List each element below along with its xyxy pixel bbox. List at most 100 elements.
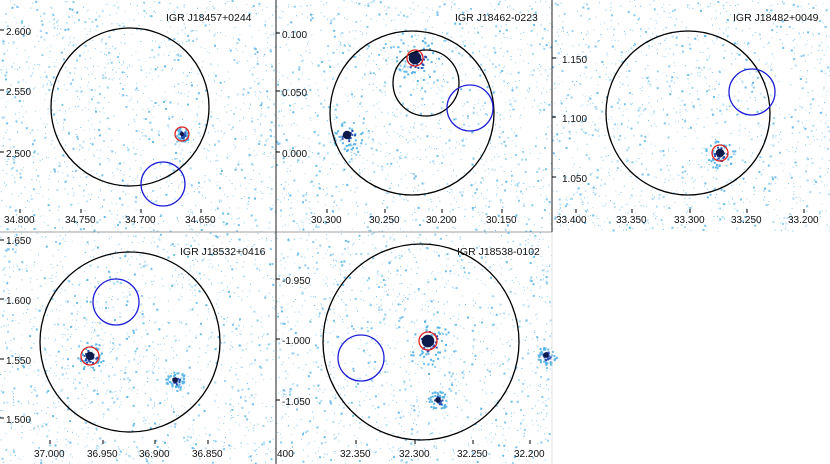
noise-speck [258,12,259,14]
noise-speck [494,156,496,158]
noise-speck [283,133,285,135]
noise-speck [821,139,823,141]
noise-speck [499,114,502,116]
noise-speck [601,60,604,63]
noise-speck [248,183,250,185]
noise-speck [6,228,9,231]
noise-speck [605,9,607,11]
noise-speck [36,412,39,415]
noise-speck [645,55,647,57]
noise-speck [277,199,279,201]
noise-speck [168,426,170,428]
noise-speck [723,188,725,190]
noise-speck [371,52,372,54]
noise-speck [668,53,670,55]
noise-speck [57,350,60,353]
noise-speck [271,25,273,27]
noise-speck [251,36,253,38]
noise-speck [98,379,100,381]
source-halo-speck [421,63,424,66]
noise-speck [250,154,252,156]
noise-speck [455,47,457,49]
noise-speck [560,100,562,102]
noise-speck [311,61,313,63]
noise-speck [519,54,521,56]
noise-speck [483,179,484,181]
noise-speck [237,207,239,209]
noise-speck [600,34,602,35]
noise-speck [658,193,661,196]
noise-speck [154,217,156,219]
noise-speck [292,220,295,223]
noise-speck [686,212,687,214]
noise-speck [621,166,623,167]
noise-speck [355,188,357,189]
noise-speck [773,160,775,161]
noise-speck [684,198,686,199]
noise-speck [47,110,49,112]
noise-speck [175,54,177,56]
noise-speck [366,226,369,229]
noise-speck [350,170,352,172]
noise-speck [458,52,460,55]
noise-speck [740,130,742,132]
noise-speck [662,228,664,230]
noise-speck [84,159,86,161]
noise-speck [613,202,615,204]
noise-speck [290,21,293,24]
noise-speck [383,58,385,60]
noise-speck [256,224,259,227]
noise-speck [171,389,173,391]
noise-speck [178,166,180,168]
noise-speck [95,78,97,79]
noise-speck [98,134,101,137]
noise-speck [27,200,28,202]
noise-speck [108,410,110,412]
noise-speck [108,159,110,161]
noise-speck [473,170,475,172]
fov-circle [329,30,495,196]
noise-speck [637,107,639,109]
noise-speck [736,52,738,54]
noise-speck [83,7,85,8]
noise-speck [548,103,551,106]
noise-speck [679,104,681,106]
noise-speck [262,9,263,11]
noise-speck [712,40,713,42]
noise-speck [67,273,69,275]
noise-speck [58,220,60,222]
noise-speck [722,4,725,7]
noise-speck [267,37,269,39]
noise-speck [599,117,601,119]
noise-speck [398,165,400,167]
noise-speck [344,17,345,19]
noise-speck [500,119,501,121]
noise-speck [422,12,424,13]
noise-speck [601,205,603,207]
noise-speck [2,269,4,271]
noise-speck [86,45,88,47]
noise-speck [430,198,432,200]
noise-speck [657,163,659,164]
noise-speck [16,214,17,216]
noise-speck [5,13,7,15]
noise-speck [341,31,344,34]
noise-speck [449,192,451,194]
noise-speck [798,33,800,35]
noise-speck [80,127,82,128]
noise-speck [107,117,110,120]
noise-speck [121,64,123,66]
noise-speck [491,168,494,171]
noise-speck [644,68,646,70]
noise-speck [653,176,655,178]
noise-speck [675,44,678,46]
background-region [140,161,186,207]
noise-speck [401,18,402,20]
noise-speck [670,79,673,82]
noise-speck [610,74,612,76]
noise-speck [200,223,202,225]
noise-speck [375,74,376,76]
noise-speck [728,105,731,108]
noise-speck [454,23,457,26]
source-halo-speck [712,166,715,169]
